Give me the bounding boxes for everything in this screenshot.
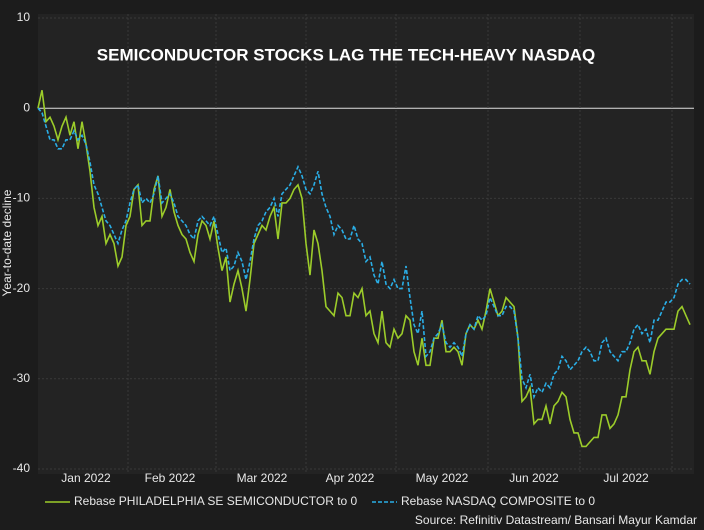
x-tick-label: Jul 2022 xyxy=(603,471,649,485)
y-tick-label: -20 xyxy=(13,281,31,295)
y-tick-label: -40 xyxy=(13,461,31,475)
legend-label: Rebase PHILADELPHIA SE SEMICONDUCTOR to … xyxy=(74,494,358,508)
series-line xyxy=(37,107,691,400)
legend-label: Rebase NASDAQ COMPOSITE to 0 xyxy=(401,494,595,508)
y-tick-label: -10 xyxy=(13,191,31,205)
marks xyxy=(37,90,691,448)
source: Source: Refinitiv Datastream/ Bansari Ma… xyxy=(415,513,697,527)
x-tick-label: Apr 2022 xyxy=(326,471,375,485)
x-tick-label: Jan 2022 xyxy=(61,471,111,485)
y-tick-label: 0 xyxy=(23,100,30,114)
plot-area xyxy=(38,14,694,474)
series-line xyxy=(37,90,691,448)
x-tick-label: Mar 2022 xyxy=(237,471,288,485)
grid xyxy=(38,14,694,474)
y-tick-label: 10 xyxy=(17,10,31,24)
chart-title: SEMICONDUCTOR STOCKS LAG THE TECH-HEAVY … xyxy=(97,45,595,64)
x-tick-label: May 2022 xyxy=(416,471,469,485)
y-tick-label: -30 xyxy=(13,371,31,385)
x-tick-label: Jun 2022 xyxy=(509,471,559,485)
y-axis-label: Year-to-date decline xyxy=(0,189,14,296)
x-tick-label: Feb 2022 xyxy=(145,471,196,485)
